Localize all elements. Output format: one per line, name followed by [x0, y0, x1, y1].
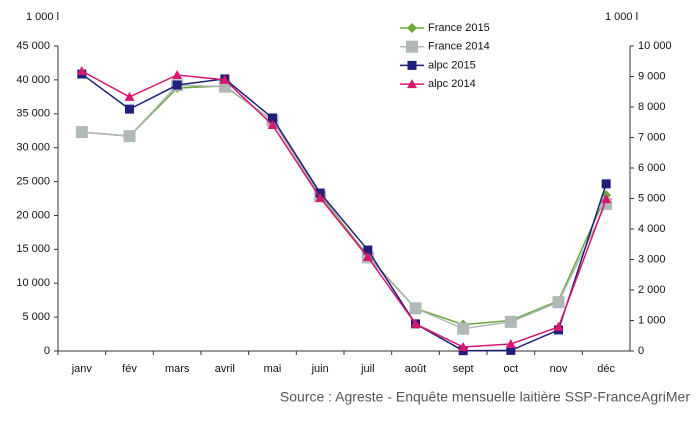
data-point — [75, 126, 88, 139]
legend-label: France 2015 — [428, 22, 490, 34]
y-tick-label: 25 000 — [16, 175, 50, 187]
data-point — [457, 322, 470, 335]
legend-marker — [407, 79, 417, 89]
x-tick-label: juil — [360, 363, 374, 375]
x-tick-label: janv — [71, 363, 93, 375]
y2-tick-label: 7 000 — [638, 131, 666, 143]
data-point — [409, 302, 422, 315]
legend-label: alpc 2014 — [428, 78, 476, 90]
y2-tick-label: 9 000 — [638, 70, 666, 82]
y-tick-label: 10 000 — [16, 277, 50, 289]
y-axis-label: 1 000 l — [26, 11, 59, 23]
y-tick-label: 5 000 — [22, 311, 50, 323]
x-tick-label: mai — [264, 363, 282, 375]
source: Source : Agreste - Enquête mensuelle lai… — [280, 389, 690, 405]
data-point — [504, 315, 517, 328]
data-point — [506, 345, 516, 355]
legend-marker — [407, 60, 417, 70]
data-point — [552, 296, 565, 309]
y2-tick-label: 5 000 — [638, 192, 666, 204]
data-point — [267, 119, 278, 129]
data-point — [172, 80, 182, 90]
legend-label: France 2014 — [428, 41, 490, 53]
y2-tick-label: 1 000 — [638, 314, 666, 326]
legend-label: alpc 2015 — [428, 59, 476, 71]
y2-tick-label: 2 000 — [638, 284, 666, 296]
data-point — [458, 342, 469, 352]
y-tick-label: 20 000 — [16, 209, 50, 221]
data-point — [76, 66, 87, 76]
x-tick-label: nov — [550, 363, 568, 375]
y2-tick-label: 8 000 — [638, 101, 666, 113]
data-point — [601, 194, 612, 204]
data-point — [553, 321, 564, 331]
data-point — [268, 113, 277, 123]
data-point — [410, 318, 421, 328]
y2-axis-label: 1 000 l — [605, 11, 638, 23]
series-line — [81, 85, 607, 326]
y2-tick-label: 6 000 — [638, 162, 666, 174]
y2-tick-label: 3 000 — [638, 253, 666, 265]
data-point — [363, 245, 373, 255]
y-tick-label: 15 000 — [16, 243, 50, 255]
data-point — [124, 91, 135, 101]
x-tick-label: oct — [503, 363, 518, 375]
data-point — [125, 104, 134, 114]
y-tick-label: 45 000 — [16, 40, 50, 52]
x-tick-label: avril — [215, 363, 235, 375]
y2-tick-label: 10 000 — [638, 40, 672, 52]
legend-marker — [406, 40, 418, 53]
y-tick-label: 30 000 — [16, 142, 50, 154]
y2-tick-label: 4 000 — [638, 223, 666, 235]
x-tick-label: sept — [453, 363, 474, 375]
series-line — [81, 73, 607, 352]
y-tick-label: 40 000 — [16, 74, 50, 86]
data-point — [362, 252, 373, 262]
data-point — [123, 130, 136, 143]
x-tick-label: mars — [165, 363, 190, 375]
data-point — [219, 74, 230, 84]
y-tick-label: 35 000 — [16, 108, 50, 120]
y2-tick-label: 0 — [638, 345, 644, 357]
series-line — [81, 70, 607, 348]
data-point — [315, 192, 326, 202]
legend-marker — [407, 23, 417, 33]
x-tick-label: déc — [597, 363, 615, 375]
y-tick-label: 0 — [44, 345, 50, 357]
data-point — [172, 69, 183, 79]
data-point — [601, 179, 611, 189]
x-tick-label: juin — [311, 363, 329, 375]
series-line — [81, 84, 607, 330]
x-tick-label: fév — [122, 363, 137, 375]
x-tick-label: août — [405, 363, 426, 375]
data-point — [505, 338, 516, 348]
